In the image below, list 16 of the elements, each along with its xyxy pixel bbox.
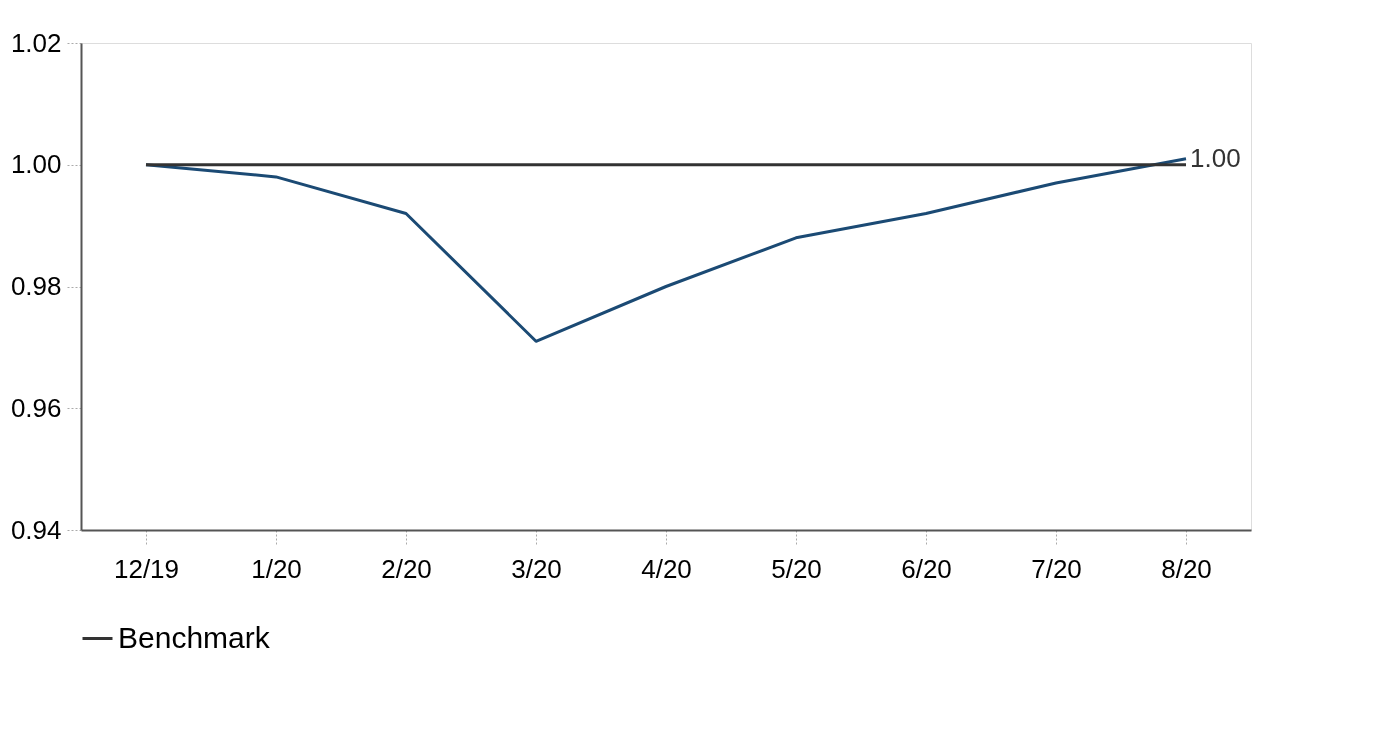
- x-tick-label: 2/20: [381, 553, 432, 584]
- y-tick-label: 0.98: [10, 271, 62, 301]
- x-tick-label: 6/20: [901, 553, 952, 584]
- y-tick-label: 1.02: [10, 27, 62, 58]
- y-tick-label: 0.94: [10, 514, 62, 545]
- y-tick-label: 1.00: [10, 149, 62, 180]
- x-tick-label: 5/20: [771, 553, 822, 584]
- x-tick-label: 8/20: [1161, 553, 1212, 584]
- x-tick-label: 1/20: [251, 553, 302, 584]
- data-label: 1.00: [1190, 142, 1241, 173]
- y-tick-label: 0.96: [10, 392, 62, 423]
- x-tick-label: 12/19: [113, 553, 180, 584]
- legend-label: Benchmark: [118, 620, 271, 654]
- x-tick-label: 3/20: [511, 553, 562, 584]
- x-tick-label: 4/20: [641, 553, 692, 584]
- x-tick-label: 7/20: [1031, 553, 1082, 584]
